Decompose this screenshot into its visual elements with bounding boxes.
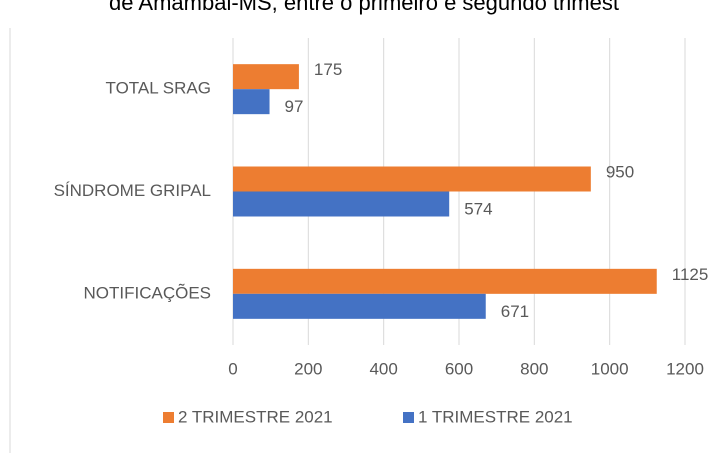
- x-tick-label: 200: [294, 359, 322, 378]
- bar: [233, 89, 270, 115]
- x-tick-label: 0: [228, 359, 237, 378]
- data-label: 574: [464, 199, 492, 218]
- x-tick-label: 1000: [591, 359, 629, 378]
- y-tick-label: SÍNDROME GRIPAL: [54, 181, 211, 200]
- legend-swatch: [403, 412, 414, 423]
- y-tick-label: NOTIFICAÇÕES: [83, 283, 211, 302]
- x-tick-label: 400: [369, 359, 397, 378]
- data-label: 950: [606, 162, 634, 181]
- y-tick-label: TOTAL SRAG: [106, 79, 212, 98]
- data-label: 1125: [672, 265, 709, 284]
- data-label: 97: [285, 97, 304, 116]
- bar: [233, 268, 657, 294]
- bar: [233, 293, 486, 319]
- data-label: 671: [501, 302, 529, 321]
- chart-title: de Amambai-MS, entre o primeiro e segund…: [109, 0, 619, 15]
- data-label: 175: [314, 60, 342, 79]
- x-tick-label: 1200: [666, 359, 704, 378]
- legend-label: 2 TRIMESTRE 2021: [178, 407, 333, 426]
- bar: [233, 64, 299, 90]
- legend-swatch: [163, 412, 174, 423]
- x-tick-label: 600: [445, 359, 473, 378]
- legend-label: 1 TRIMESTRE 2021: [418, 407, 573, 426]
- x-tick-label: 800: [520, 359, 548, 378]
- bar: [233, 191, 450, 217]
- bar: [233, 166, 591, 192]
